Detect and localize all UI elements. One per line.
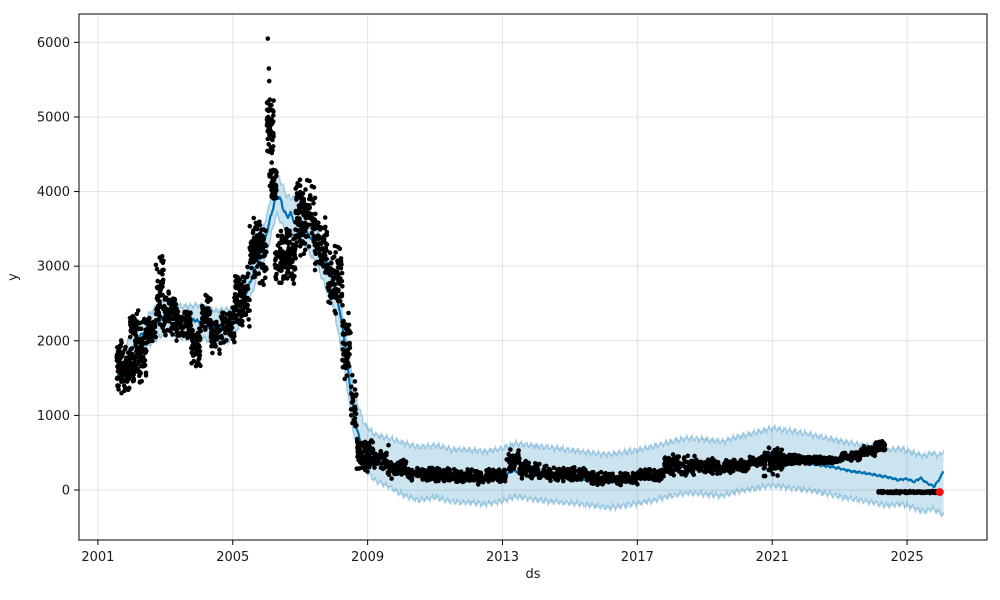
y-tick-label: 4000: [37, 185, 70, 200]
x-tick-label: 2013: [486, 550, 519, 565]
plot-spines: [78, 13, 988, 541]
axes-box: [78, 13, 988, 541]
x-tick-label: 2001: [81, 550, 114, 565]
x-tick-label: 2005: [216, 550, 249, 565]
x-tick-label: 2025: [891, 550, 924, 565]
y-tick-label: 3000: [37, 260, 70, 275]
y-axis-label: y: [6, 273, 21, 281]
band-lower-edge: [116, 211, 945, 518]
observed-points: [114, 36, 942, 496]
y-tick-label: 1000: [37, 409, 70, 424]
x-tick-label: 2021: [756, 550, 789, 565]
latest-point-dot: [935, 488, 944, 497]
grid: [79, 14, 987, 540]
y-tick-label: 6000: [37, 36, 70, 51]
y-tick-label: 0: [62, 484, 70, 499]
latest-point-marker: [935, 488, 944, 497]
observed-points-path: [114, 36, 942, 496]
x-axis-label: ds: [525, 567, 540, 582]
y-tick-label: 2000: [37, 334, 70, 349]
x-tick-label: 2017: [621, 550, 654, 565]
x-tick-label: 2009: [351, 550, 384, 565]
tick-labels: 2001 2005 2009 2013 2017 2021 2025 0 1000 2000 300…: [37, 36, 924, 565]
y-tick-label: 5000: [37, 110, 70, 125]
